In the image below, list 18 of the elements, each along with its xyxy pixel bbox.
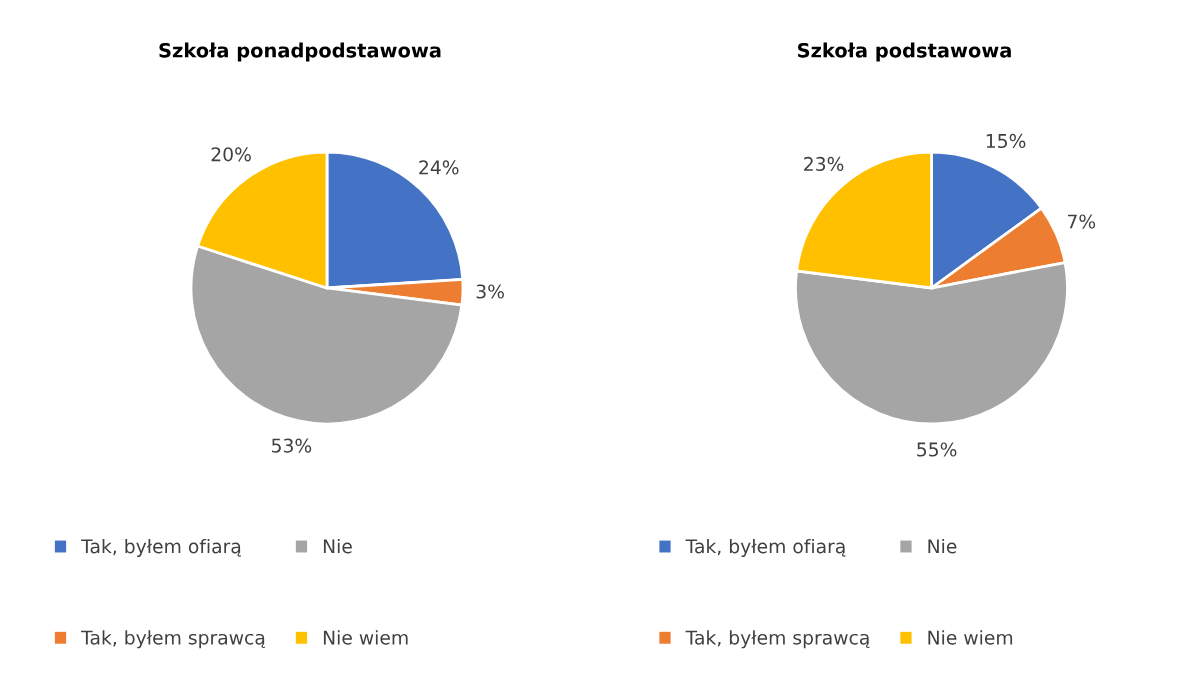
- legend-label: Tak, byłem ofiarą: [685, 538, 846, 558]
- data-label: 3%: [476, 284, 504, 299]
- legend-label: Tak, byłem sprawcą: [81, 630, 265, 649]
- data-label: 15%: [986, 133, 1026, 149]
- data-label: 20%: [211, 147, 251, 162]
- chart-title: Szkoła ponadpodstawowa: [159, 42, 441, 62]
- legend-label: Nie wiem: [323, 630, 408, 645]
- legend-label: Tak, byłem ofiarą: [81, 538, 241, 558]
- legend-label: Nie: [323, 538, 352, 554]
- legend-label: Nie: [928, 538, 957, 554]
- data-label: 23%: [804, 156, 844, 172]
- data-label: 53%: [272, 438, 312, 453]
- legend-label: Nie wiem: [928, 630, 1013, 645]
- data-label: 24%: [419, 160, 459, 175]
- legend-label: Tak, byłem sprawcą: [685, 630, 870, 649]
- chart-title: Szkoła podstawowa: [797, 42, 1011, 62]
- data-label: 7%: [1067, 214, 1096, 229]
- data-label: 55%: [917, 442, 957, 457]
